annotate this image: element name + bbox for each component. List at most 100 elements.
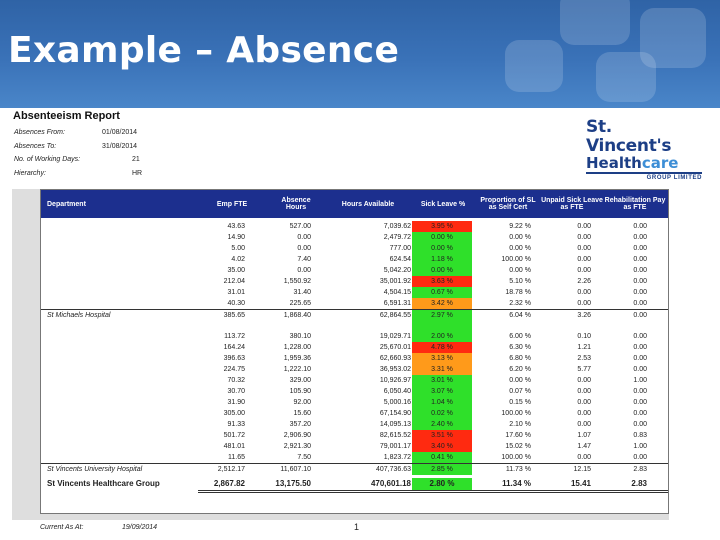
cell-unpaid: 0.00 bbox=[577, 223, 591, 230]
cell-fte: 212.04 bbox=[223, 278, 245, 285]
cell-rehab: 0.00 bbox=[633, 289, 647, 296]
cell-sick: 2.97 % bbox=[412, 310, 472, 321]
cell-rehab: 0.00 bbox=[633, 355, 647, 362]
cell-absence: 31.40 bbox=[293, 289, 311, 296]
col-header-department: Department bbox=[47, 200, 86, 208]
cell-fte: 35.00 bbox=[227, 267, 245, 274]
cell-absence: 1,222.10 bbox=[283, 366, 311, 373]
cell-available: 7,039.62 bbox=[383, 223, 411, 230]
cell-rehab: 0.00 bbox=[633, 256, 647, 263]
table-row bbox=[41, 320, 668, 331]
cell-absence: 0.00 bbox=[297, 245, 311, 252]
cell-prop: 6.00 % bbox=[509, 333, 531, 340]
cell-absence: 7.40 bbox=[297, 256, 311, 263]
cell-rehab: 2.83 bbox=[633, 466, 647, 473]
cell-prop: 6.30 % bbox=[509, 344, 531, 351]
cell-fte: 14.90 bbox=[227, 234, 245, 241]
cell-fte: 2,867.82 bbox=[213, 479, 245, 488]
col-header-emp-fte: Emp FTE bbox=[216, 200, 248, 208]
cell-absence: 357.20 bbox=[289, 421, 311, 428]
puzzle-piece-decoration bbox=[640, 8, 706, 68]
cell-absence: 1,959.36 bbox=[283, 355, 311, 362]
cell-rehab: 0.00 bbox=[633, 366, 647, 373]
cell-sick: 3.40 % bbox=[412, 441, 472, 452]
cell-absence: 0.00 bbox=[297, 234, 311, 241]
cell-unpaid: 0.00 bbox=[577, 256, 591, 263]
cell-available: 5,000.16 bbox=[383, 399, 411, 406]
cell-fte: 5.00 bbox=[231, 245, 245, 252]
table-row: 30.70 105.90 6,050.40 3.07 % 0.07 % 0.00 0.00 bbox=[41, 386, 668, 397]
cell-absence: 7.50 bbox=[297, 454, 311, 461]
cell-sick: 3.07 % bbox=[412, 386, 472, 397]
cell-unpaid: 12.15 bbox=[573, 466, 591, 473]
cell-available: 5,042.20 bbox=[383, 267, 411, 274]
cell-sick: 3.63 % bbox=[412, 276, 472, 287]
puzzle-piece-decoration bbox=[560, 0, 630, 45]
cell-prop bbox=[481, 320, 531, 331]
cell-rehab: 0.00 bbox=[633, 223, 647, 230]
cell-sick: 2.85 % bbox=[412, 464, 472, 475]
cell-sick: 3.95 % bbox=[412, 221, 472, 232]
cell-fte: 164.24 bbox=[223, 344, 245, 351]
cell-unpaid: 0.00 bbox=[577, 454, 591, 461]
table-row: 4.02 7.40 624.54 1.18 % 100.00 % 0.00 0.00 bbox=[41, 254, 668, 265]
cell-sick: 1.18 % bbox=[412, 254, 472, 265]
company-logo: St. Vincent's Healthcare GROUP LIMITED bbox=[586, 118, 702, 181]
puzzle-piece-decoration bbox=[596, 52, 656, 102]
meta-value: 31/08/2014 bbox=[102, 143, 138, 150]
cell-rehab: 0.00 bbox=[633, 421, 647, 428]
meta-value: 21 bbox=[132, 156, 140, 163]
cell-unpaid: 1.07 bbox=[577, 432, 591, 439]
cell-absence: 11,607.10 bbox=[280, 466, 311, 473]
cell-prop: 0.00 % bbox=[509, 234, 531, 241]
cell-available: 470,601.18 bbox=[370, 479, 411, 488]
cell-fte: 31.90 bbox=[227, 399, 245, 406]
cell-fte: 385.65 bbox=[223, 312, 245, 319]
cell-available: 67,154.90 bbox=[379, 410, 411, 417]
col-header-hours-available: Hours Available bbox=[341, 200, 395, 208]
cell-absence: 2,921.30 bbox=[283, 443, 311, 450]
table-row: 481.01 2,921.30 79,001.17 3.40 % 15.02 % 1.47… bbox=[41, 441, 668, 452]
cell-unpaid: 0.00 bbox=[577, 300, 591, 307]
meta-label: Absences To: bbox=[14, 143, 57, 150]
cell-available: 36,953.02 bbox=[379, 366, 411, 373]
footer-current-as-at-label: Current As At: bbox=[40, 524, 84, 531]
cell-prop: 100.00 % bbox=[501, 454, 531, 461]
cell-sick: 2.80 % bbox=[412, 478, 472, 490]
cell-available: 1,823.72 bbox=[383, 454, 411, 461]
cell-available: 82,615.52 bbox=[379, 432, 411, 439]
col-header-rehab-pay: Rehabilitation Pay as FTE bbox=[604, 197, 666, 211]
table-row: 11.65 7.50 1,823.72 0.41 % 100.00 % 0.00 0.00 bbox=[41, 452, 668, 463]
cell-rehab: 1.00 bbox=[633, 377, 647, 384]
cell-prop: 5.10 % bbox=[509, 278, 531, 285]
cell-unpaid: 0.00 bbox=[577, 377, 591, 384]
cell-fte: 70.32 bbox=[227, 377, 245, 384]
cell-absence: 1,228.00 bbox=[283, 344, 311, 351]
cell-rehab: 0.00 bbox=[633, 333, 647, 340]
cell-unpaid: 2.53 bbox=[577, 355, 591, 362]
table-row: 5.00 0.00 777.00 0.00 % 0.00 % 0.00 0.00 bbox=[41, 243, 668, 254]
cell-prop: 17.60 % bbox=[505, 432, 531, 439]
cell-available: 14,095.13 bbox=[379, 421, 411, 428]
table-total-row: St Michaels Hospital 385.65 1,868.40 62,864… bbox=[41, 309, 668, 321]
cell-unpaid: 0.00 bbox=[577, 289, 591, 296]
table-header: Department Emp FTE Absence Hours Hours A… bbox=[41, 190, 668, 218]
footer-date: 19/09/2014 bbox=[122, 524, 158, 531]
puzzle-piece-decoration bbox=[505, 40, 563, 92]
cell-unpaid: 0.00 bbox=[577, 267, 591, 274]
cell-unpaid: 0.00 bbox=[577, 410, 591, 417]
cell-available: 25,670.01 bbox=[379, 344, 411, 351]
cell-unpaid: 1.47 bbox=[577, 443, 591, 450]
cell-absence: 2,906.90 bbox=[283, 432, 311, 439]
cell-rehab: 1.00 bbox=[633, 443, 647, 450]
cell-unpaid: 0.00 bbox=[577, 399, 591, 406]
cell-fte: 30.70 bbox=[227, 388, 245, 395]
cell-fte: 305.00 bbox=[223, 410, 245, 417]
cell-sick: 0.00 % bbox=[412, 265, 472, 276]
col-header-absence-hours: Absence Hours bbox=[281, 197, 311, 211]
cell-sick: 1.04 % bbox=[412, 397, 472, 408]
meta-value: HR bbox=[132, 170, 143, 177]
department-label: St Vincents University Hospital bbox=[47, 466, 143, 473]
cell-unpaid: 0.00 bbox=[577, 388, 591, 395]
cell-prop: 0.07 % bbox=[509, 388, 531, 395]
